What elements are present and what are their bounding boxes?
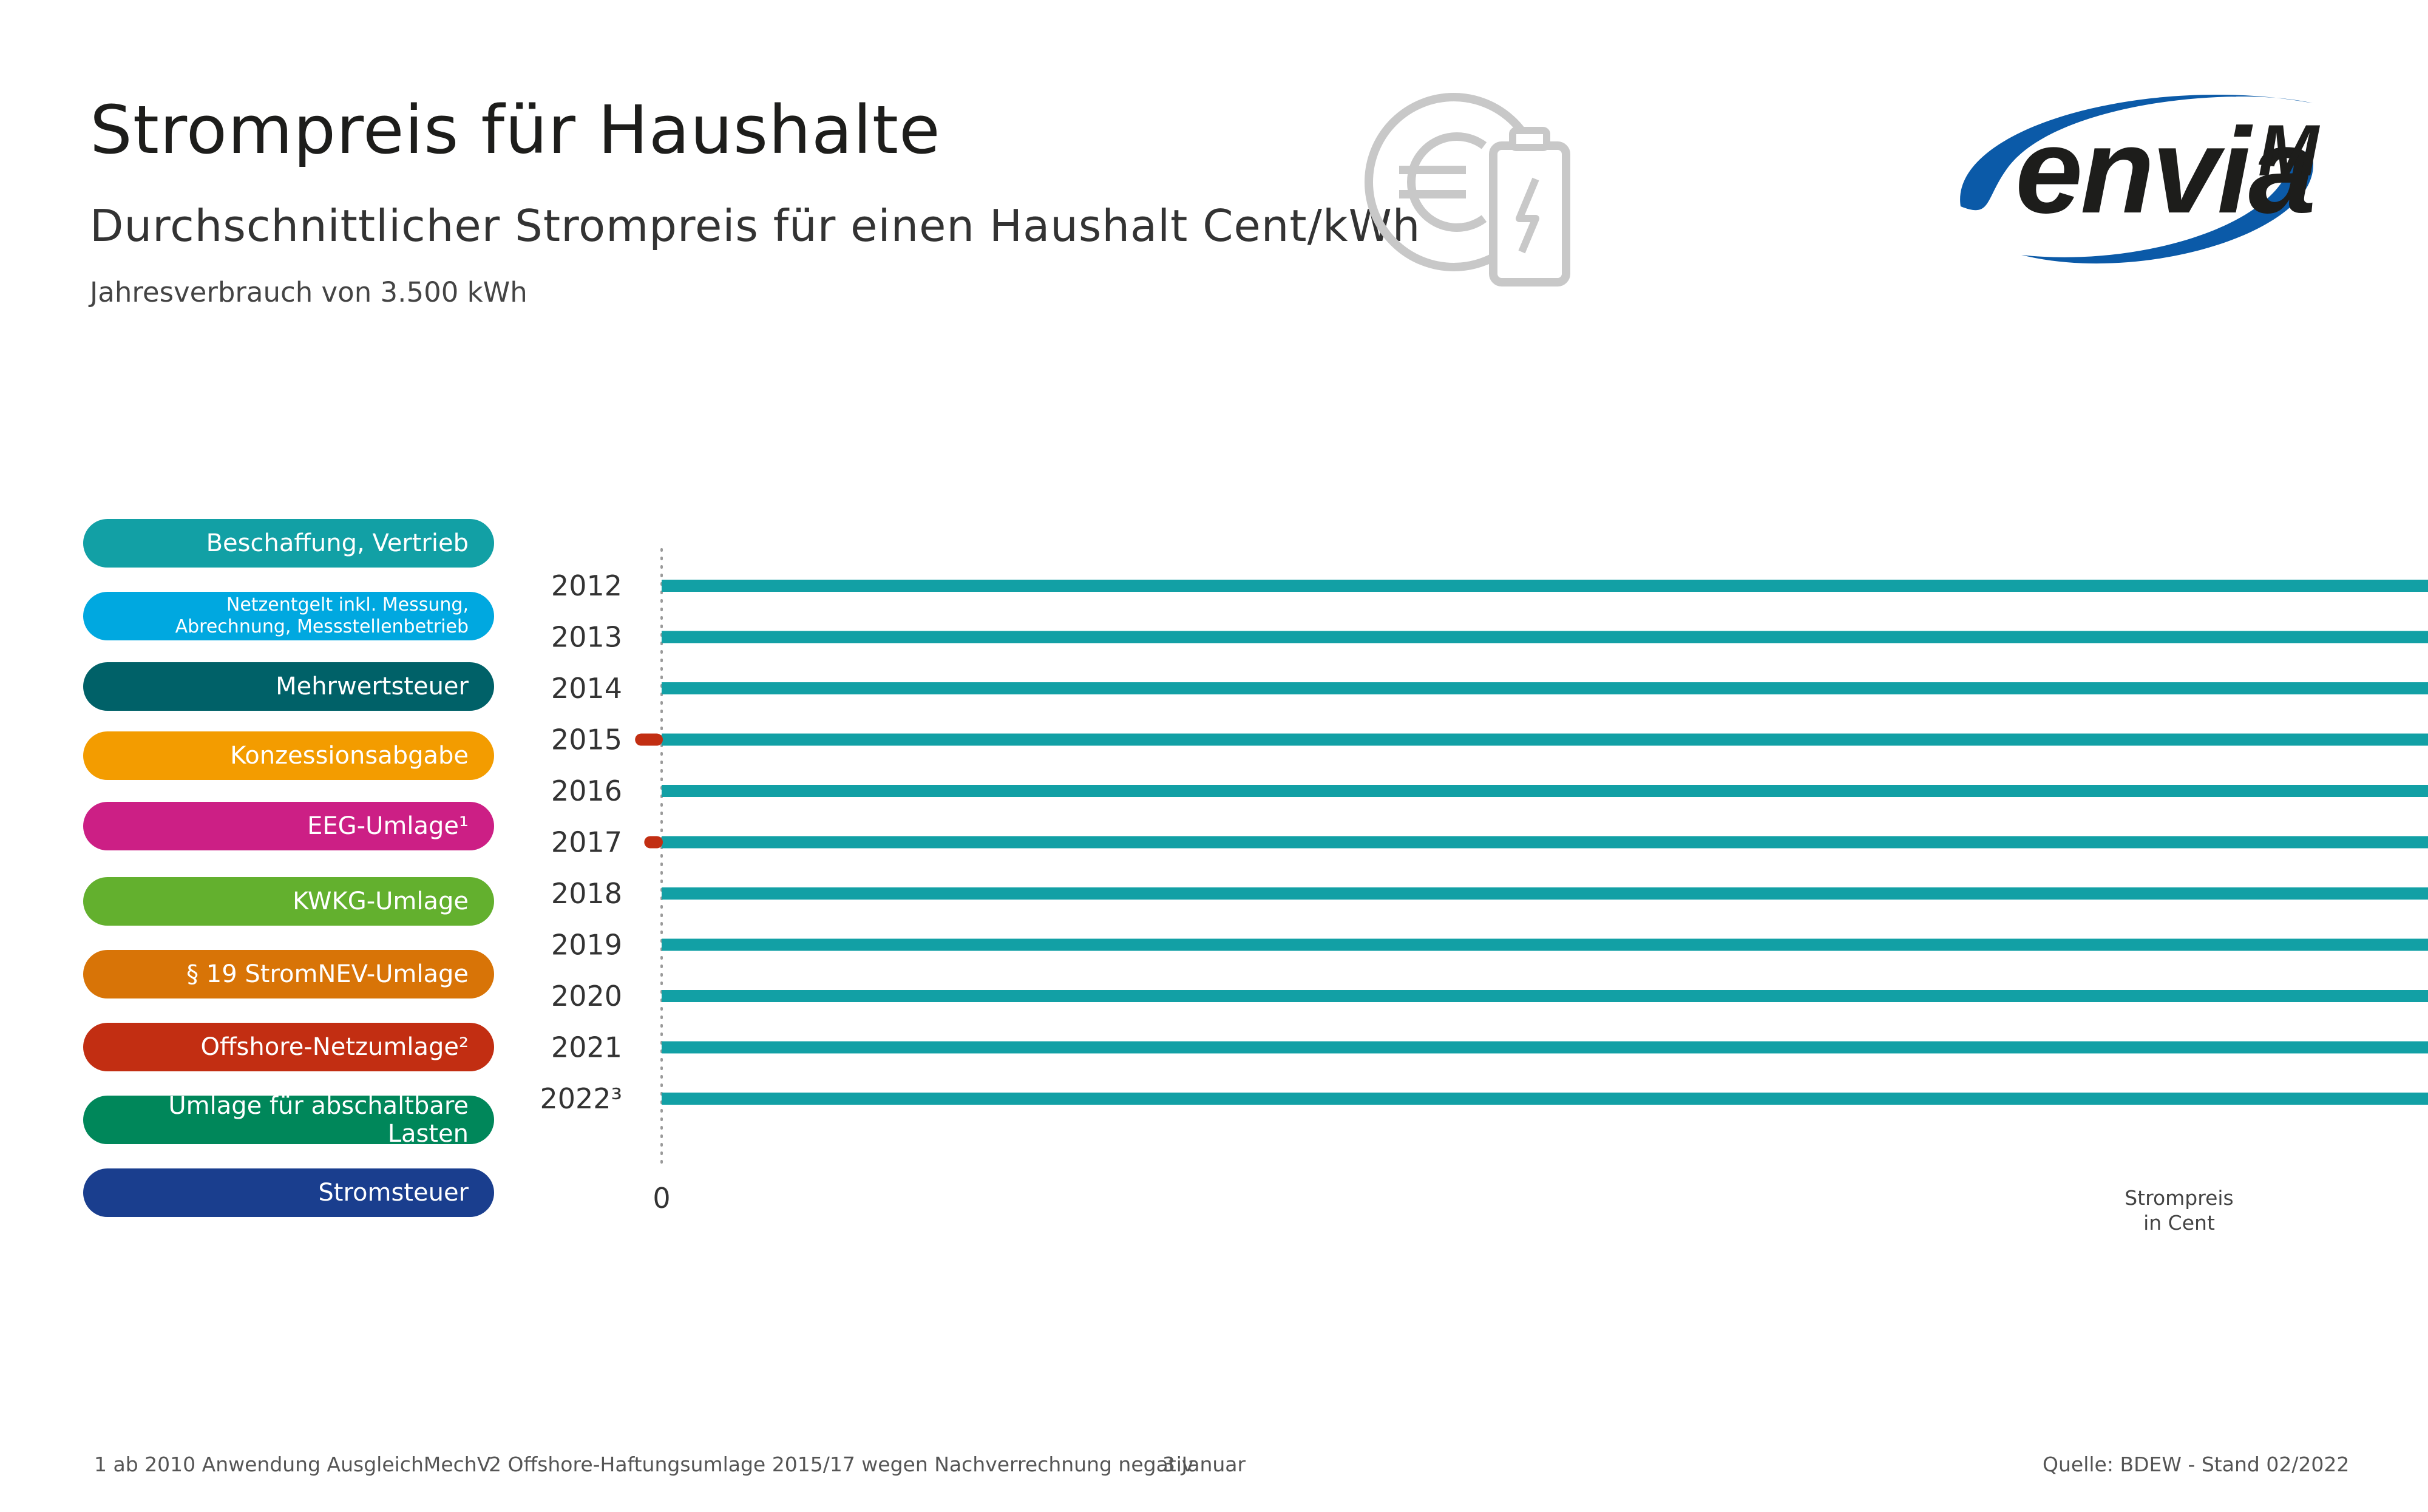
legend-label: Offshore-Netzumlage² [200, 1033, 469, 1061]
page-subtitle: Durchschnittlicher Strompreis für einen … [90, 200, 1421, 251]
year-label: 2015 [551, 724, 622, 756]
legend-label: § 19 StromNEV-Umlage [186, 960, 469, 988]
legend-item: Konzessionsabgabe [83, 731, 494, 780]
legend-item: Beschaffung, Vertrieb [83, 519, 494, 568]
year-label: 2019 [551, 929, 622, 961]
legend-item: § 19 StromNEV-Umlage [83, 950, 494, 998]
legend-item: Netzentgelt inkl. Messung, Abrechnung, Me… [83, 592, 494, 640]
bar-segment [662, 631, 2428, 643]
x-axis-label: Strompreis [2124, 1186, 2234, 1210]
consumption-note: Jahresverbrauch von 3.500 kWh [90, 276, 527, 308]
x-axis-label: in Cent [2143, 1211, 2215, 1235]
legend-item: Offshore-Netzumlage² [83, 1023, 494, 1071]
legend-item: Umlage für abschaltbare Lasten [83, 1092, 494, 1148]
bar-segment-negative [635, 733, 663, 746]
bar-segment [662, 887, 2428, 900]
legend-item: Mehrwertsteuer [83, 662, 494, 711]
legend-item: EEG-Umlage¹ [83, 802, 494, 850]
bar-segment [662, 580, 2428, 592]
bar-segment [662, 682, 2428, 694]
year-label: 2018 [551, 877, 622, 910]
bar-segment-negative [644, 836, 663, 849]
year-label: 2013 [551, 621, 622, 654]
footnote-1: 1 ab 2010 Anwendung AusgleichMechV [94, 1453, 491, 1476]
bar-segment [662, 836, 2428, 849]
legend-label: Konzessionsabgabe [230, 742, 469, 770]
logo-text: envia [2015, 103, 2316, 239]
x-tick-label: 0 [653, 1182, 670, 1215]
year-label: 2020 [551, 980, 622, 1012]
legend-label: Netzentgelt inkl. Messung, Abrechnung, Me… [175, 594, 469, 637]
bar-segment [662, 1093, 2428, 1105]
footnote-2: 2 Offshore-Haftungsumlage 2015/17 wegen … [489, 1453, 1194, 1476]
year-label: 2021 [551, 1031, 622, 1064]
legend-label: KWKG-Umlage [293, 887, 469, 915]
page-title: Strompreis für Haushalte [90, 91, 941, 169]
euro-battery-icon [1365, 93, 1570, 286]
legend-item: Stromsteuer [83, 1168, 494, 1217]
legend-item: KWKG-Umlage [83, 877, 494, 926]
legend-label: Stromsteuer [318, 1179, 469, 1207]
bar-segment [662, 1041, 2428, 1054]
legend-label: Umlage für abschaltbare Lasten [168, 1092, 469, 1148]
footnote-3: 3 Januar [1162, 1453, 1246, 1476]
logo-mark: M [2258, 110, 2319, 191]
legend-label: Beschaffung, Vertrieb [206, 529, 469, 557]
legend-label: EEG-Umlage¹ [307, 812, 469, 840]
envia-logo [1960, 94, 2313, 264]
year-label: 2017 [551, 826, 622, 859]
bar-segment [662, 990, 2428, 1002]
year-label: 2014 [551, 672, 622, 705]
legend-label: Mehrwertsteuer [276, 673, 469, 700]
bar-segment [662, 733, 2428, 746]
year-label: 2012 [551, 569, 622, 602]
source-note: Quelle: BDEW - Stand 02/2022 [2043, 1453, 2350, 1476]
bar-segment [662, 785, 2428, 797]
bar-segment [662, 938, 2428, 951]
year-label: 2022³ [540, 1082, 622, 1115]
year-label: 2016 [551, 775, 622, 807]
